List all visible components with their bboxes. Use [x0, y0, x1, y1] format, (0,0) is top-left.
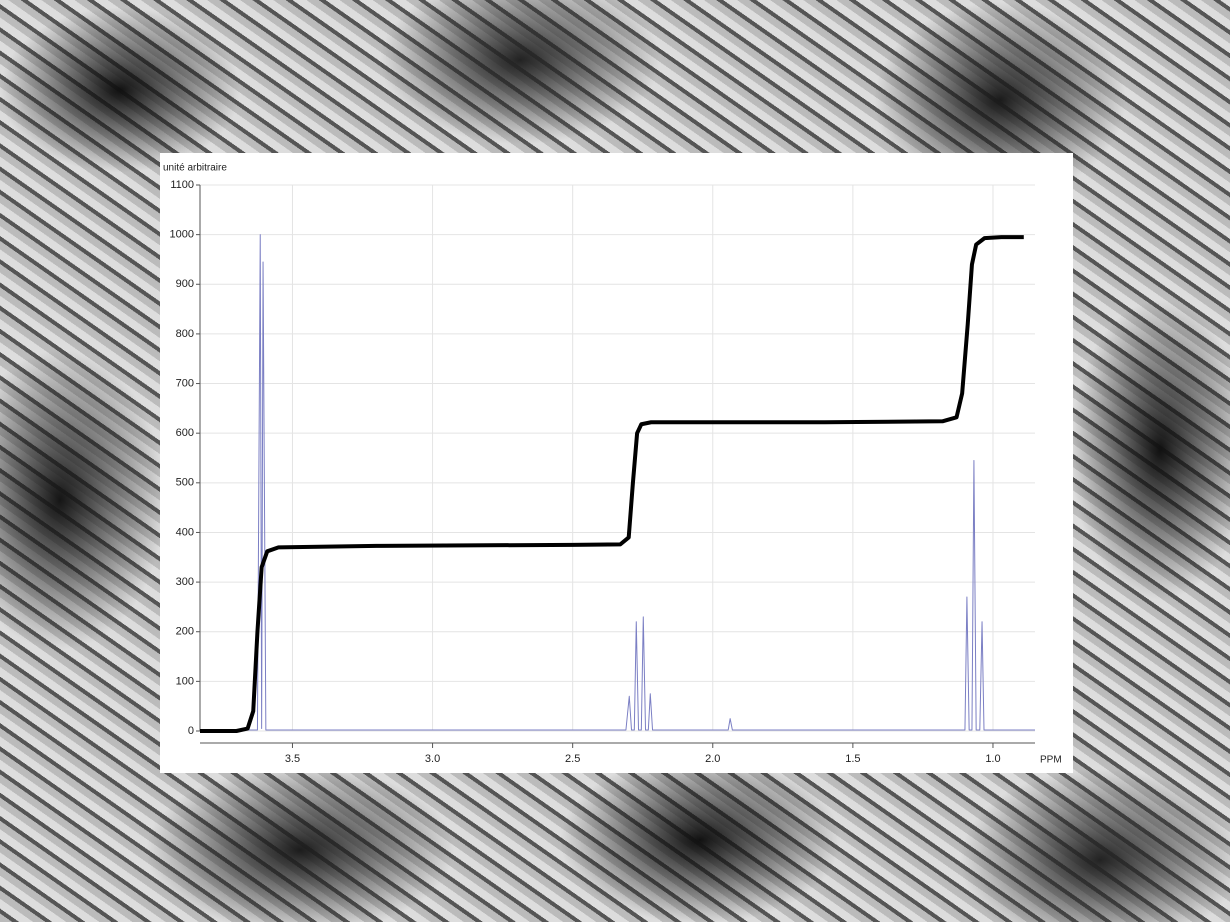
y-tick-label: 400: [176, 526, 194, 538]
y-tick-label: 600: [176, 427, 194, 439]
x-tick-label: 2.5: [565, 753, 580, 765]
y-axis-label: unité arbitraire: [163, 163, 227, 174]
y-tick-label: 700: [176, 377, 194, 389]
y-tick-label: 100: [176, 675, 194, 687]
y-tick-label: 900: [176, 278, 194, 290]
x-tick-label: 3.5: [285, 753, 300, 765]
y-tick-label: 800: [176, 328, 194, 340]
x-tick-label: 3.0: [425, 753, 440, 765]
x-tick-label: 2.0: [705, 753, 720, 765]
x-tick-label: 1.5: [845, 753, 860, 765]
x-axis-label: PPM: [1040, 755, 1062, 766]
y-tick-label: 200: [176, 626, 194, 638]
page: {"chart_data": {"type": "line", "y_label…: [0, 0, 1230, 922]
y-tick-label: 300: [176, 576, 194, 588]
series-line: [200, 237, 1024, 731]
y-tick-label: 1100: [170, 179, 194, 191]
y-tick-label: 0: [188, 725, 194, 737]
y-tick-label: 1000: [170, 229, 194, 241]
y-tick-label: 500: [176, 477, 194, 489]
chart: unité arbitraire PPM 0 100 200 300 400 500 600…: [160, 153, 1073, 773]
x-tick-label: 1.0: [985, 753, 1000, 765]
